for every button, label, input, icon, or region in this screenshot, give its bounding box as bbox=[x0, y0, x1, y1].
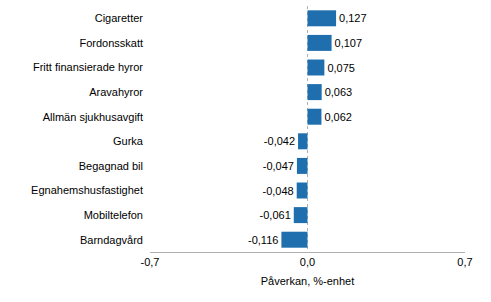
svg-text:Fordonsskatt: Fordonsskatt bbox=[79, 37, 143, 49]
svg-text:Mobiltelefon: Mobiltelefon bbox=[84, 209, 143, 221]
svg-text:0,0: 0,0 bbox=[300, 256, 315, 268]
svg-text:-0,116: -0,116 bbox=[248, 234, 278, 246]
svg-text:-0,047: -0,047 bbox=[263, 160, 294, 172]
svg-text:0,063: 0,063 bbox=[325, 86, 353, 98]
svg-text:Aravahyror: Aravahyror bbox=[89, 86, 143, 98]
svg-text:0,062: 0,062 bbox=[324, 111, 352, 123]
svg-text:Cigaretter: Cigaretter bbox=[95, 12, 144, 24]
svg-text:Påverkan, %-enhet: Påverkan, %-enhet bbox=[261, 275, 355, 287]
svg-text:Allmän sjukhusavgift: Allmän sjukhusavgift bbox=[43, 111, 143, 123]
svg-text:Fritt finansierade hyror: Fritt finansierade hyror bbox=[33, 61, 143, 73]
svg-text:-0,061: -0,061 bbox=[260, 209, 291, 221]
svg-text:0,7: 0,7 bbox=[457, 256, 472, 268]
svg-text:Barndagvård: Barndagvård bbox=[80, 234, 143, 246]
svg-text:-0,048: -0,048 bbox=[262, 185, 293, 197]
svg-text:Gurka: Gurka bbox=[113, 135, 144, 147]
svg-text:0,127: 0,127 bbox=[339, 12, 367, 24]
svg-text:Egnahemshusfastighet: Egnahemshusfastighet bbox=[31, 184, 143, 196]
svg-text:0,107: 0,107 bbox=[335, 37, 363, 49]
svg-text:0,075: 0,075 bbox=[327, 62, 355, 74]
svg-text:-0,7: -0,7 bbox=[141, 256, 160, 268]
svg-text:-0,042: -0,042 bbox=[264, 135, 295, 147]
svg-text:Begagnad bil: Begagnad bil bbox=[79, 160, 143, 172]
